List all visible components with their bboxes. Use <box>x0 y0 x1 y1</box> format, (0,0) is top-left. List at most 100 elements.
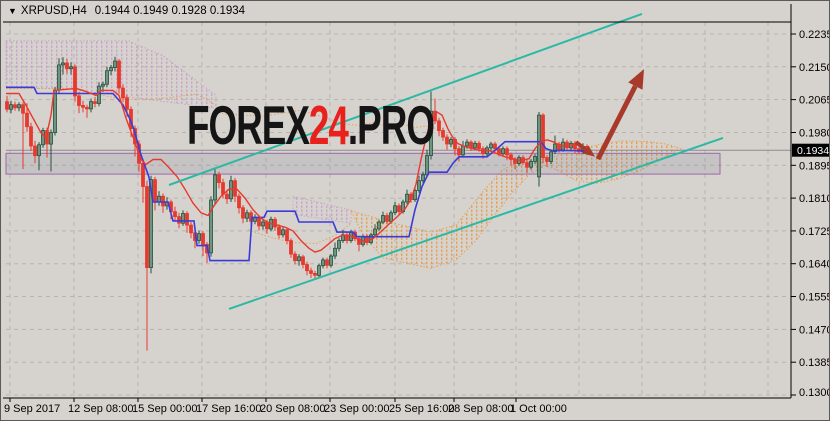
candle[interactable] <box>325 257 329 269</box>
candle[interactable] <box>377 219 381 232</box>
candle[interactable] <box>413 188 417 202</box>
candle[interactable] <box>393 202 397 216</box>
candle[interactable] <box>73 64 77 102</box>
candle[interactable] <box>225 189 229 204</box>
candle[interactable] <box>233 178 237 202</box>
candle[interactable] <box>537 112 541 187</box>
candle[interactable] <box>241 205 245 224</box>
candle[interactable] <box>65 59 69 74</box>
candle[interactable] <box>441 127 445 141</box>
candle[interactable] <box>285 227 289 245</box>
candle[interactable] <box>529 159 533 170</box>
candle[interactable] <box>501 146 505 157</box>
support-resistance-rectangle[interactable] <box>5 152 721 175</box>
candle[interactable] <box>277 224 281 239</box>
candle[interactable] <box>301 254 305 269</box>
candle[interactable] <box>81 100 85 113</box>
candle[interactable] <box>17 102 21 112</box>
candle[interactable] <box>337 238 341 252</box>
candle[interactable] <box>61 57 65 75</box>
candle[interactable] <box>489 141 493 151</box>
candle[interactable] <box>93 96 97 108</box>
candle[interactable] <box>565 139 569 151</box>
candle[interactable] <box>21 102 25 170</box>
candle[interactable] <box>449 137 453 148</box>
candle[interactable] <box>49 129 53 172</box>
candle[interactable] <box>321 257 325 269</box>
candle[interactable] <box>281 227 285 238</box>
forecast-arrow-shaft[interactable] <box>595 84 638 161</box>
candle[interactable] <box>173 206 177 221</box>
tenkan-sen-red-line <box>6 87 579 253</box>
candle[interactable] <box>385 212 389 225</box>
candle[interactable] <box>197 230 201 244</box>
candle[interactable] <box>209 196 213 257</box>
candle[interactable] <box>421 171 425 184</box>
candle[interactable] <box>545 155 549 168</box>
candle[interactable] <box>309 267 313 278</box>
candle[interactable] <box>541 113 545 164</box>
candle[interactable] <box>181 210 185 226</box>
candle[interactable] <box>305 261 309 276</box>
candle[interactable] <box>237 193 241 214</box>
candle-body <box>497 148 501 155</box>
candle[interactable] <box>145 180 149 351</box>
candle[interactable] <box>457 146 461 162</box>
candle[interactable] <box>397 203 401 215</box>
candle[interactable] <box>317 263 321 278</box>
candle[interactable] <box>437 117 441 137</box>
candle[interactable] <box>109 64 113 76</box>
candle[interactable] <box>201 231 205 256</box>
candle[interactable] <box>357 235 361 252</box>
symbol-dropdown-icon[interactable]: ▼ <box>8 6 17 16</box>
candle[interactable] <box>293 251 297 265</box>
candle[interactable] <box>37 142 41 171</box>
candle[interactable] <box>141 160 145 203</box>
candle[interactable] <box>289 238 293 258</box>
chart-title: ▼ XRPUSD,H4 0.1944 0.1949 0.1928 0.1934 <box>8 5 245 17</box>
candle[interactable] <box>161 193 165 213</box>
candle[interactable] <box>329 254 333 268</box>
candle[interactable] <box>77 91 81 114</box>
candle-body <box>9 104 13 110</box>
candle[interactable] <box>29 122 33 151</box>
y-axis-label: 0.1980 <box>799 128 830 140</box>
candle[interactable] <box>533 154 537 165</box>
candle[interactable] <box>213 169 217 204</box>
trend-channel-lower-line[interactable] <box>228 136 724 310</box>
candle[interactable] <box>405 189 409 205</box>
y-axis-label: 0.1640 <box>799 259 830 271</box>
candle[interactable] <box>13 101 17 111</box>
candle[interactable] <box>69 62 73 75</box>
candle[interactable] <box>245 209 249 222</box>
candle[interactable] <box>373 224 377 238</box>
candle[interactable] <box>445 134 449 150</box>
candle[interactable] <box>121 84 125 103</box>
candle[interactable] <box>261 219 265 230</box>
candle[interactable] <box>117 59 121 94</box>
candle[interactable] <box>9 100 13 114</box>
candle[interactable] <box>89 98 93 113</box>
candle[interactable] <box>313 270 317 280</box>
candle[interactable] <box>113 56 117 72</box>
candle[interactable] <box>297 254 301 266</box>
candle[interactable] <box>429 91 433 160</box>
candle[interactable] <box>33 140 37 164</box>
candle[interactable] <box>5 95 9 113</box>
candle[interactable] <box>333 242 337 260</box>
candle[interactable] <box>105 66 109 87</box>
candle[interactable] <box>85 104 89 118</box>
trend-channel-upper-line[interactable] <box>168 12 643 186</box>
candle[interactable] <box>573 140 577 154</box>
candle[interactable] <box>381 211 385 225</box>
candle[interactable] <box>417 175 421 193</box>
candle[interactable] <box>217 171 221 189</box>
candle[interactable] <box>549 149 553 165</box>
candle[interactable] <box>525 160 529 173</box>
candle-body <box>413 189 417 201</box>
candle[interactable] <box>41 127 45 148</box>
candle[interactable] <box>185 211 189 233</box>
pullback-arrow-shaft[interactable] <box>574 140 587 151</box>
candle[interactable] <box>189 222 193 239</box>
